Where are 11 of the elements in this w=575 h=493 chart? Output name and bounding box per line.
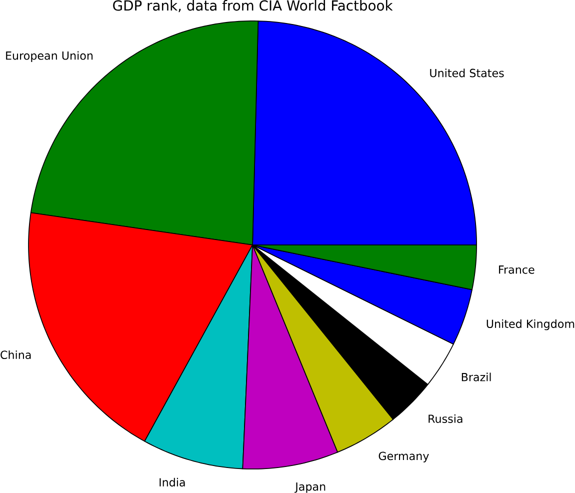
slice-label: China (0, 350, 31, 360)
slice-label: Russia (428, 414, 462, 423)
slice-label: European Union (6, 51, 93, 62)
slice-label: Brazil (462, 372, 491, 382)
slice-label: Germany (378, 452, 429, 462)
chart-title: GDP rank, data from CIA World Factbook (113, 0, 393, 12)
slice-label: India (160, 478, 185, 487)
slice-label: United States (430, 68, 504, 78)
slice-label: Japan (294, 482, 326, 493)
slice-label: France (499, 266, 534, 274)
slice-label: United Kingdom (486, 319, 574, 330)
